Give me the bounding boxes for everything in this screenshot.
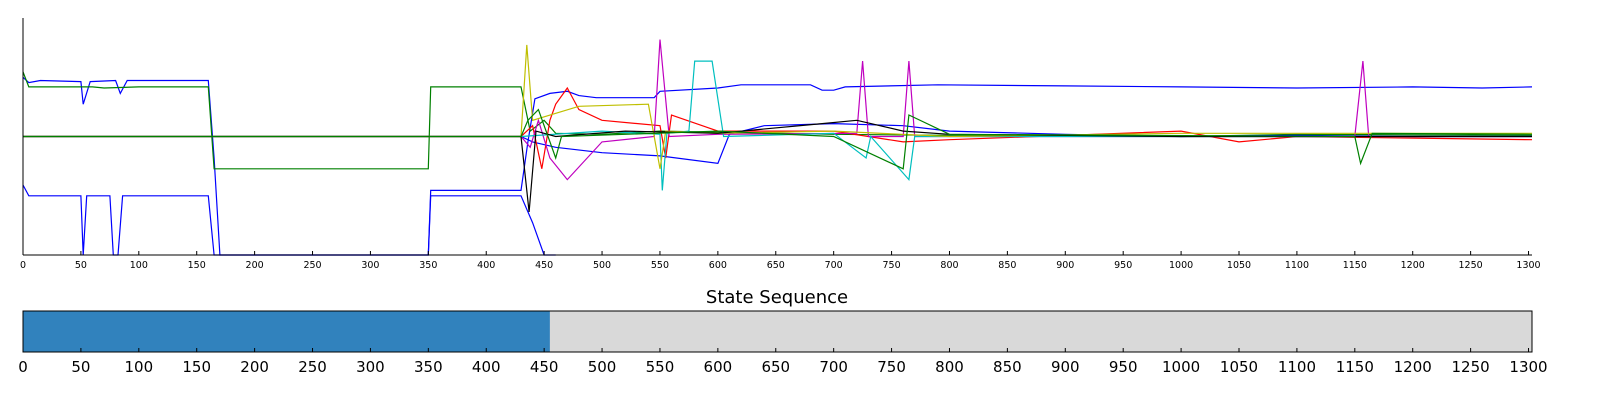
state-tick-label: 0 [18, 358, 28, 376]
state-tick-label: 1050 [1220, 358, 1258, 376]
x-tick-label: 1150 [1343, 260, 1367, 271]
state-tick-label: 1000 [1162, 358, 1200, 376]
x-tick-label: 200 [246, 260, 264, 271]
x-tick-label: 1100 [1285, 260, 1309, 271]
x-tick-label: 100 [130, 260, 148, 271]
state-tick-label: 250 [298, 358, 327, 376]
state-tick-label: 500 [588, 358, 617, 376]
series-line-8 [23, 44, 1532, 169]
state-tick-label: 550 [646, 358, 675, 376]
series-line-3 [22, 184, 556, 256]
x-tick-label: 50 [75, 260, 87, 271]
x-tick-label: 1300 [1516, 260, 1540, 271]
state-tick-label: 750 [877, 358, 906, 376]
state-tick-label: 400 [472, 358, 501, 376]
x-tick-label: 1000 [1169, 260, 1193, 271]
state-tick-label: 1300 [1509, 358, 1547, 376]
series-line-1 [22, 76, 1533, 256]
x-ticks-top: 0 50 100 150 200 250 300 350 400 450 500 550 600 650 7… [20, 251, 1541, 271]
state-tick-label: 900 [1051, 358, 1080, 376]
x-tick-label: 350 [419, 260, 437, 271]
series-line-6 [23, 39, 1532, 181]
x-tick-label: 1250 [1459, 260, 1483, 271]
x-tick-label: 450 [535, 260, 553, 271]
series-line-2 [22, 71, 1533, 170]
state-tick-label: 950 [1109, 358, 1138, 376]
x-tick-label: 0 [20, 260, 26, 271]
state-tick-label: 1150 [1336, 358, 1374, 376]
series-line-7 [23, 60, 1532, 191]
state-tick-label: 850 [993, 358, 1022, 376]
x-tick-label: 950 [1114, 260, 1132, 271]
x-tick-label: 1050 [1227, 260, 1251, 271]
state-tick-label: 1250 [1452, 358, 1490, 376]
state-tick-label: 200 [240, 358, 269, 376]
state-tick-label: 650 [761, 358, 790, 376]
time-series-plot: 0 50 100 150 200 250 300 350 400 450 500 550 600 650 7… [20, 18, 1541, 271]
state-tick-label: 150 [182, 358, 211, 376]
x-tick-label: 250 [303, 260, 321, 271]
x-tick-label: 500 [593, 260, 611, 271]
state-tick-label: 1200 [1394, 358, 1432, 376]
state-tick-label: 700 [819, 358, 848, 376]
state-frame [22, 310, 1533, 353]
state-tick-label: 600 [704, 358, 733, 376]
state-tick-label: 300 [356, 358, 385, 376]
state-sequence-plot: State Sequence 0 50 100 150 200 250 300 350 400 4… [18, 287, 1547, 376]
series-layer [22, 39, 1533, 256]
state-tick-label: 450 [530, 358, 559, 376]
state-tick-label: 50 [71, 358, 90, 376]
series-line-5 [23, 86, 1533, 169]
series-line-10 [23, 108, 1533, 170]
state-tick-label: 100 [124, 358, 153, 376]
series-line-4 [520, 122, 1532, 165]
x-tick-label: 650 [767, 260, 785, 271]
x-tick-label: 300 [361, 260, 379, 271]
state-tick-label: 800 [935, 358, 964, 376]
x-tick-label: 750 [883, 260, 901, 271]
state-segment-2 [549, 311, 1532, 352]
x-tick-label: 900 [1056, 260, 1074, 271]
x-ticks-bottom: 0 50 100 150 200 250 300 350 400 450 500 550 600 650 7… [18, 348, 1548, 376]
x-tick-label: 550 [651, 260, 669, 271]
x-tick-label: 700 [825, 260, 843, 271]
x-tick-label: 150 [188, 260, 206, 271]
x-tick-label: 1200 [1401, 260, 1425, 271]
x-tick-label: 800 [940, 260, 958, 271]
x-tick-label: 600 [709, 260, 727, 271]
state-layer [23, 311, 1532, 352]
state-segment-1 [23, 311, 550, 352]
x-tick-label: 850 [998, 260, 1016, 271]
state-tick-label: 1100 [1278, 358, 1316, 376]
state-sequence-title: State Sequence [706, 287, 848, 308]
x-tick-label: 400 [477, 260, 495, 271]
state-tick-label: 350 [414, 358, 443, 376]
